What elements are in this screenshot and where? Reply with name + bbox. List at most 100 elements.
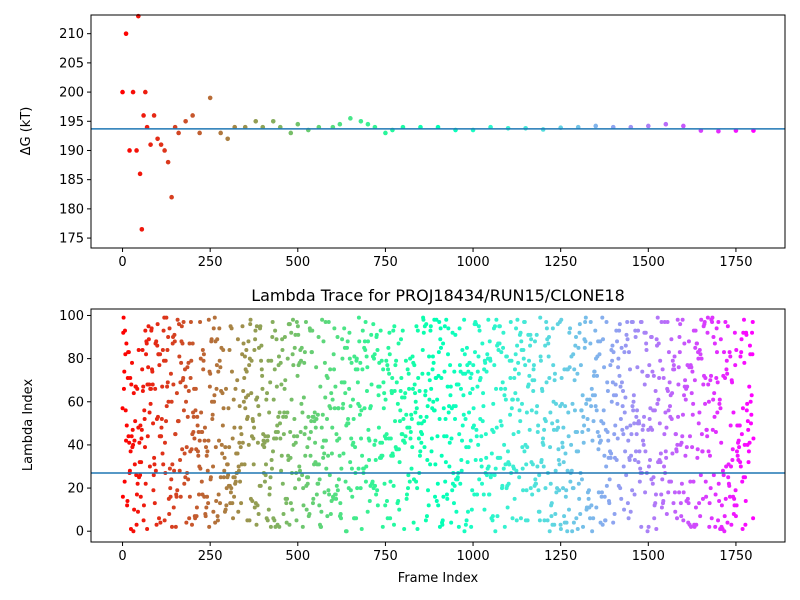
lambda-point — [380, 440, 385, 445]
lambda-point — [666, 490, 671, 495]
lambda-point — [434, 499, 439, 504]
lambda-point — [469, 507, 474, 512]
lambda-point — [675, 442, 680, 447]
lambda-point — [300, 524, 305, 529]
lambda-point — [458, 386, 463, 391]
lambda-point — [616, 356, 621, 361]
lambda-point — [263, 434, 268, 439]
lambda-point — [503, 386, 508, 391]
lambda-point — [275, 423, 280, 428]
lambda-point — [337, 436, 342, 441]
lambda-point — [623, 449, 628, 454]
lambda-point — [220, 451, 225, 456]
lambda-point — [323, 319, 328, 324]
lambda-point — [549, 501, 554, 506]
lambda-point — [545, 518, 550, 523]
lambda-point — [316, 462, 321, 467]
lambda-frame — [90, 308, 786, 543]
lambda-point — [583, 319, 588, 324]
lambda-point — [429, 386, 434, 391]
lambda-point — [644, 347, 649, 352]
lambda-point — [572, 378, 577, 383]
lambda-point — [206, 317, 211, 322]
lambda-point — [648, 406, 653, 411]
lambda-point — [529, 408, 534, 413]
lambda-point — [628, 509, 633, 514]
lambda-point — [266, 434, 271, 439]
lambda-point — [212, 393, 217, 398]
lambda-point — [543, 419, 548, 424]
lambda-point — [303, 425, 308, 430]
lambda-point — [576, 481, 581, 486]
lambda-point — [310, 501, 315, 506]
lambda-point — [301, 503, 306, 508]
lambda-point — [682, 341, 687, 346]
lambda-point — [671, 501, 676, 506]
lambda-point — [374, 332, 379, 337]
lambda-point — [588, 341, 593, 346]
lambda-point — [443, 479, 448, 484]
lambda-point — [508, 376, 513, 381]
lambda-point — [351, 440, 356, 445]
lambda-point — [231, 516, 236, 521]
lambda-point — [295, 434, 300, 439]
lambda-point — [406, 486, 411, 491]
lambda-point — [465, 460, 470, 465]
lambda-point — [615, 401, 620, 406]
lambda-point — [670, 391, 675, 396]
lambda-point — [409, 466, 414, 471]
lambda-point — [172, 468, 177, 473]
lambda-point — [167, 511, 172, 516]
lambda-point — [321, 339, 326, 344]
lambda-point — [250, 499, 255, 504]
lambda-point — [275, 429, 280, 434]
lambda-point — [280, 337, 285, 342]
lambda-point — [522, 449, 527, 454]
lambda-point — [623, 343, 628, 348]
lambda-point — [467, 360, 472, 365]
lambda-point — [355, 380, 360, 385]
lambda-point — [262, 440, 267, 445]
lambda-point — [703, 479, 708, 484]
lambda-point — [338, 511, 343, 516]
lambda-point — [457, 326, 462, 331]
lambda-point — [717, 499, 722, 504]
lambda-point — [706, 382, 711, 387]
lambda-point — [400, 432, 405, 437]
lambda-point — [283, 378, 288, 383]
lambda-point — [521, 488, 526, 493]
lambda-point — [279, 453, 284, 458]
lambda-point — [688, 479, 693, 484]
lambda-point — [211, 326, 216, 331]
lambda-point — [326, 453, 331, 458]
lambda-axes: Lambda Trace for PROJ18434/RUN15/CLONE18… — [21, 286, 786, 586]
lambda-point — [424, 322, 429, 327]
lambda-point — [348, 404, 353, 409]
lambda-point — [432, 408, 437, 413]
lambda-point — [591, 516, 596, 521]
lambda-point — [292, 417, 297, 422]
lambda-point — [518, 419, 523, 424]
lambda-point — [639, 319, 644, 324]
lambda-point — [497, 324, 502, 329]
lambda-point — [587, 397, 592, 402]
lambda-point — [442, 369, 447, 374]
lambda-point — [483, 360, 488, 365]
lambda-point — [441, 341, 446, 346]
lambda-point — [699, 356, 704, 361]
lambda-point — [710, 315, 715, 320]
lambda-point — [155, 322, 160, 327]
lambda-point — [629, 453, 634, 458]
lambda-point — [749, 412, 754, 417]
lambda-point — [577, 330, 582, 335]
lambda-point — [214, 363, 219, 368]
lambda-point — [274, 436, 279, 441]
lambda-point — [518, 330, 523, 335]
lambda-point — [438, 345, 443, 350]
lambda-point — [601, 408, 606, 413]
y-tick-label: 190 — [59, 144, 84, 159]
lambda-point — [604, 319, 609, 324]
lambda-point — [592, 393, 597, 398]
lambda-point — [270, 335, 275, 340]
lambda-point — [396, 341, 401, 346]
